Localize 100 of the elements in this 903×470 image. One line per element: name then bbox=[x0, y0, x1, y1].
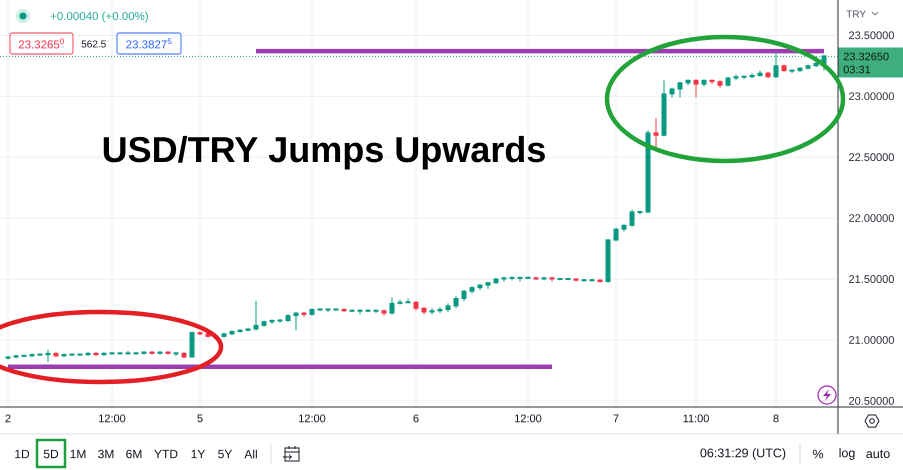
candlestick bbox=[486, 280, 491, 290]
candlestick bbox=[438, 306, 443, 314]
candlestick bbox=[158, 350, 163, 356]
candlestick bbox=[750, 72, 755, 78]
candlestick bbox=[670, 87, 675, 98]
candlestick bbox=[422, 306, 427, 315]
x-tick-label: 12:00 bbox=[515, 414, 542, 422]
candlestick bbox=[126, 350, 130, 356]
candlestick bbox=[358, 309, 363, 315]
text: % bbox=[812, 450, 824, 458]
candlestick bbox=[406, 298, 411, 304]
candlestick bbox=[662, 80, 667, 137]
text: 03:31 bbox=[844, 66, 870, 74]
text: 6M bbox=[126, 450, 142, 458]
y-tick-label: 22.00000 bbox=[849, 214, 894, 222]
candlestick bbox=[294, 311, 299, 331]
candlestick bbox=[614, 227, 619, 242]
text: 5Y bbox=[218, 450, 232, 458]
candlestick bbox=[310, 308, 315, 316]
candlestick bbox=[190, 330, 195, 358]
candlestick bbox=[182, 352, 187, 359]
candlestick bbox=[478, 283, 483, 291]
text: 1D bbox=[15, 450, 30, 458]
candlestick bbox=[142, 350, 146, 356]
y-tick-label: 23.50000 bbox=[849, 31, 894, 40]
candlestick bbox=[686, 78, 691, 86]
text: USD/TRY Jumps Upwards bbox=[104, 136, 545, 170]
candlestick bbox=[718, 80, 723, 88]
x-tick-label: 6 bbox=[414, 414, 419, 422]
candlestick bbox=[326, 308, 331, 312]
candlestick bbox=[702, 78, 707, 88]
candlestick bbox=[46, 349, 50, 362]
x-tick-label: 5 bbox=[197, 414, 203, 422]
y-tick-label: 23.00000 bbox=[849, 92, 894, 100]
candlestick bbox=[502, 276, 507, 282]
candlestick bbox=[518, 276, 523, 282]
candlestick bbox=[286, 314, 291, 322]
candlestick bbox=[606, 238, 611, 284]
x-tick-label: 7 bbox=[614, 414, 619, 422]
candlestick bbox=[766, 71, 771, 78]
candlestick bbox=[382, 309, 387, 316]
candlestick bbox=[54, 352, 58, 358]
candlestick bbox=[30, 352, 34, 358]
x-tick-label: 2 bbox=[5, 414, 11, 422]
text: 5D bbox=[44, 450, 58, 458]
annotation: +0.00040 (+0.00%) bbox=[50, 12, 148, 22]
x-tick-label: 12:00 bbox=[299, 414, 326, 422]
candlestick bbox=[726, 76, 731, 88]
candlestick bbox=[278, 318, 283, 324]
candlestick bbox=[710, 78, 715, 85]
candlestick bbox=[742, 75, 747, 80]
candlestick bbox=[638, 210, 643, 215]
annotation: 562.5 bbox=[82, 40, 106, 48]
candlestick bbox=[390, 296, 395, 315]
candlestick bbox=[254, 300, 259, 331]
candlestick bbox=[790, 68, 795, 74]
candlestick bbox=[398, 299, 403, 306]
text: auto bbox=[866, 450, 890, 458]
candlestick bbox=[262, 320, 267, 328]
text: 1M bbox=[70, 450, 86, 458]
candlestick bbox=[454, 296, 459, 309]
candlestick bbox=[374, 309, 379, 314]
candlestick bbox=[798, 66, 803, 72]
candlestick bbox=[414, 300, 419, 312]
text: YTD bbox=[154, 450, 178, 458]
candlestick bbox=[166, 350, 171, 356]
x-tick-label: 12:00 bbox=[99, 414, 126, 422]
y-tick-label: 22.50000 bbox=[849, 153, 894, 162]
candlestick bbox=[446, 302, 451, 312]
annotation: 23.3265$^{0}$ bbox=[18, 38, 64, 49]
candlestick bbox=[238, 328, 243, 334]
y-tick-label: 20.50000 bbox=[849, 397, 894, 405]
candlestick bbox=[430, 308, 435, 315]
candlestick bbox=[774, 53, 779, 78]
candlestick bbox=[222, 332, 227, 338]
text: 3M bbox=[98, 450, 114, 458]
text: log bbox=[840, 448, 855, 460]
candlestick bbox=[510, 276, 515, 281]
candlestick bbox=[62, 352, 66, 358]
text: 06:31:29 (UTC) bbox=[700, 448, 786, 460]
candlestick bbox=[174, 352, 179, 356]
text: All bbox=[244, 450, 257, 458]
candlestick bbox=[550, 276, 555, 282]
x-tick-label: 11:00 bbox=[683, 414, 709, 422]
candlestick bbox=[150, 350, 154, 356]
x-tick-label: 8 bbox=[773, 414, 779, 422]
candlestick bbox=[734, 74, 739, 81]
candlestick bbox=[462, 290, 467, 302]
candlestick bbox=[622, 224, 627, 232]
candlestick bbox=[678, 81, 683, 98]
candlestick bbox=[630, 209, 635, 228]
text: TRY bbox=[846, 10, 866, 18]
ref-line-label: 23.32650 bbox=[844, 52, 889, 60]
candlestick bbox=[694, 78, 699, 98]
y-tick-label: 21.50000 bbox=[849, 275, 894, 283]
candlestick bbox=[758, 70, 763, 78]
candlestick bbox=[6, 355, 10, 360]
candlestick bbox=[302, 311, 307, 318]
candlestick bbox=[198, 330, 203, 336]
candlestick bbox=[574, 277, 579, 282]
